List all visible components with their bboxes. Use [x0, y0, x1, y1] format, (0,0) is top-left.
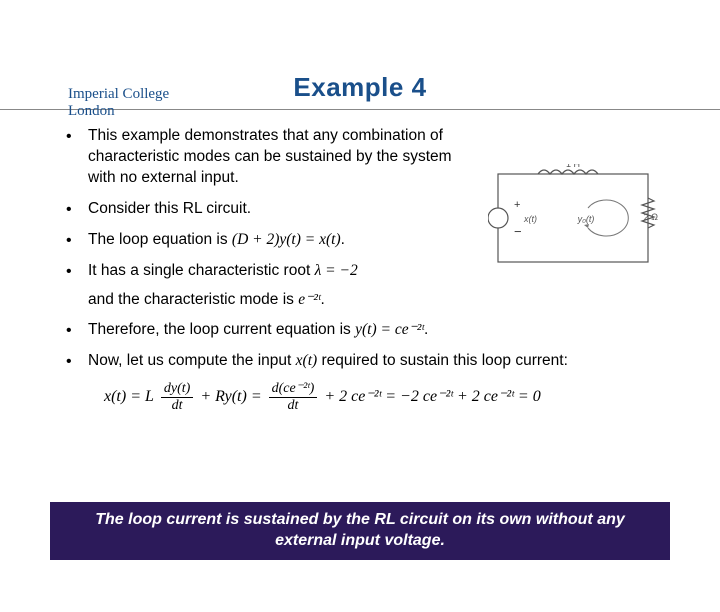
- bullet-5-eq: y(t) = ce⁻²ᵗ: [355, 321, 424, 338]
- eq-frac1-num: dy(t): [161, 382, 193, 398]
- eq-frac2: d(ce⁻²ᵗ) dt: [269, 382, 318, 413]
- derivation-equation: x(t) = L dy(t) dt + Ry(t) = d(ce⁻²ᵗ) dt …: [104, 382, 660, 413]
- eq-frac2-den: dt: [269, 398, 318, 413]
- bullet-4-eq: λ = −2: [315, 262, 358, 279]
- eq-lhs: x(t) = L: [104, 388, 154, 405]
- eq-mid1: + Ry(t) =: [200, 388, 265, 405]
- eq-frac2-num: d(ce⁻²ᵗ): [269, 382, 318, 398]
- bullet-1-text: This example demonstrates that any combi…: [88, 127, 452, 186]
- bullet-6: Now, let us compute the input x(t) requi…: [60, 351, 660, 372]
- slide-content: This example demonstrates that any combi…: [0, 110, 720, 413]
- minus-label: −: [514, 224, 522, 239]
- conclusion-banner: The loop current is sustained by the RL …: [50, 502, 670, 560]
- bullet-5: Therefore, the loop current equation is …: [60, 320, 660, 341]
- bullet-4-exp: e⁻²ᵗ: [298, 291, 320, 308]
- bullet-4-post1: and the characteristic mode is: [88, 291, 298, 308]
- eq-mid2: + 2 ce⁻²ᵗ = −2 ce⁻²ᵗ + 2 ce⁻²ᵗ = 0: [324, 388, 540, 405]
- resistor-label: 2 Ω: [644, 212, 658, 222]
- bullet-5-pre: Therefore, the loop current equation is: [88, 321, 355, 338]
- eq-frac1-den: dt: [161, 398, 193, 413]
- bullet-6-pre: Now, let us compute the input: [88, 352, 296, 369]
- bullet-3-eq: (D + 2)y(t) = x(t): [232, 231, 341, 248]
- bullet-6-post: required to sustain this loop current:: [317, 352, 568, 369]
- bullet-6-xt: x(t): [296, 352, 318, 369]
- inductor-label: 1 H: [566, 164, 580, 169]
- source-label: x(t): [523, 214, 537, 224]
- conclusion-text: The loop current is sustained by the RL …: [95, 511, 625, 549]
- bullet-4-pre: It has a single characteristic root: [88, 262, 315, 279]
- eq-frac1: dy(t) dt: [161, 382, 193, 413]
- current-label: y₀(t): [577, 214, 595, 224]
- rl-circuit-diagram: 1 H 2 Ω + − x(t) y₀(t): [488, 164, 658, 272]
- bullet-2-text: Consider this RL circuit.: [88, 200, 251, 217]
- bullet-3-pre: The loop equation is: [88, 231, 232, 248]
- logo-line1: Imperial College: [68, 86, 169, 103]
- plus-label: +: [514, 199, 520, 211]
